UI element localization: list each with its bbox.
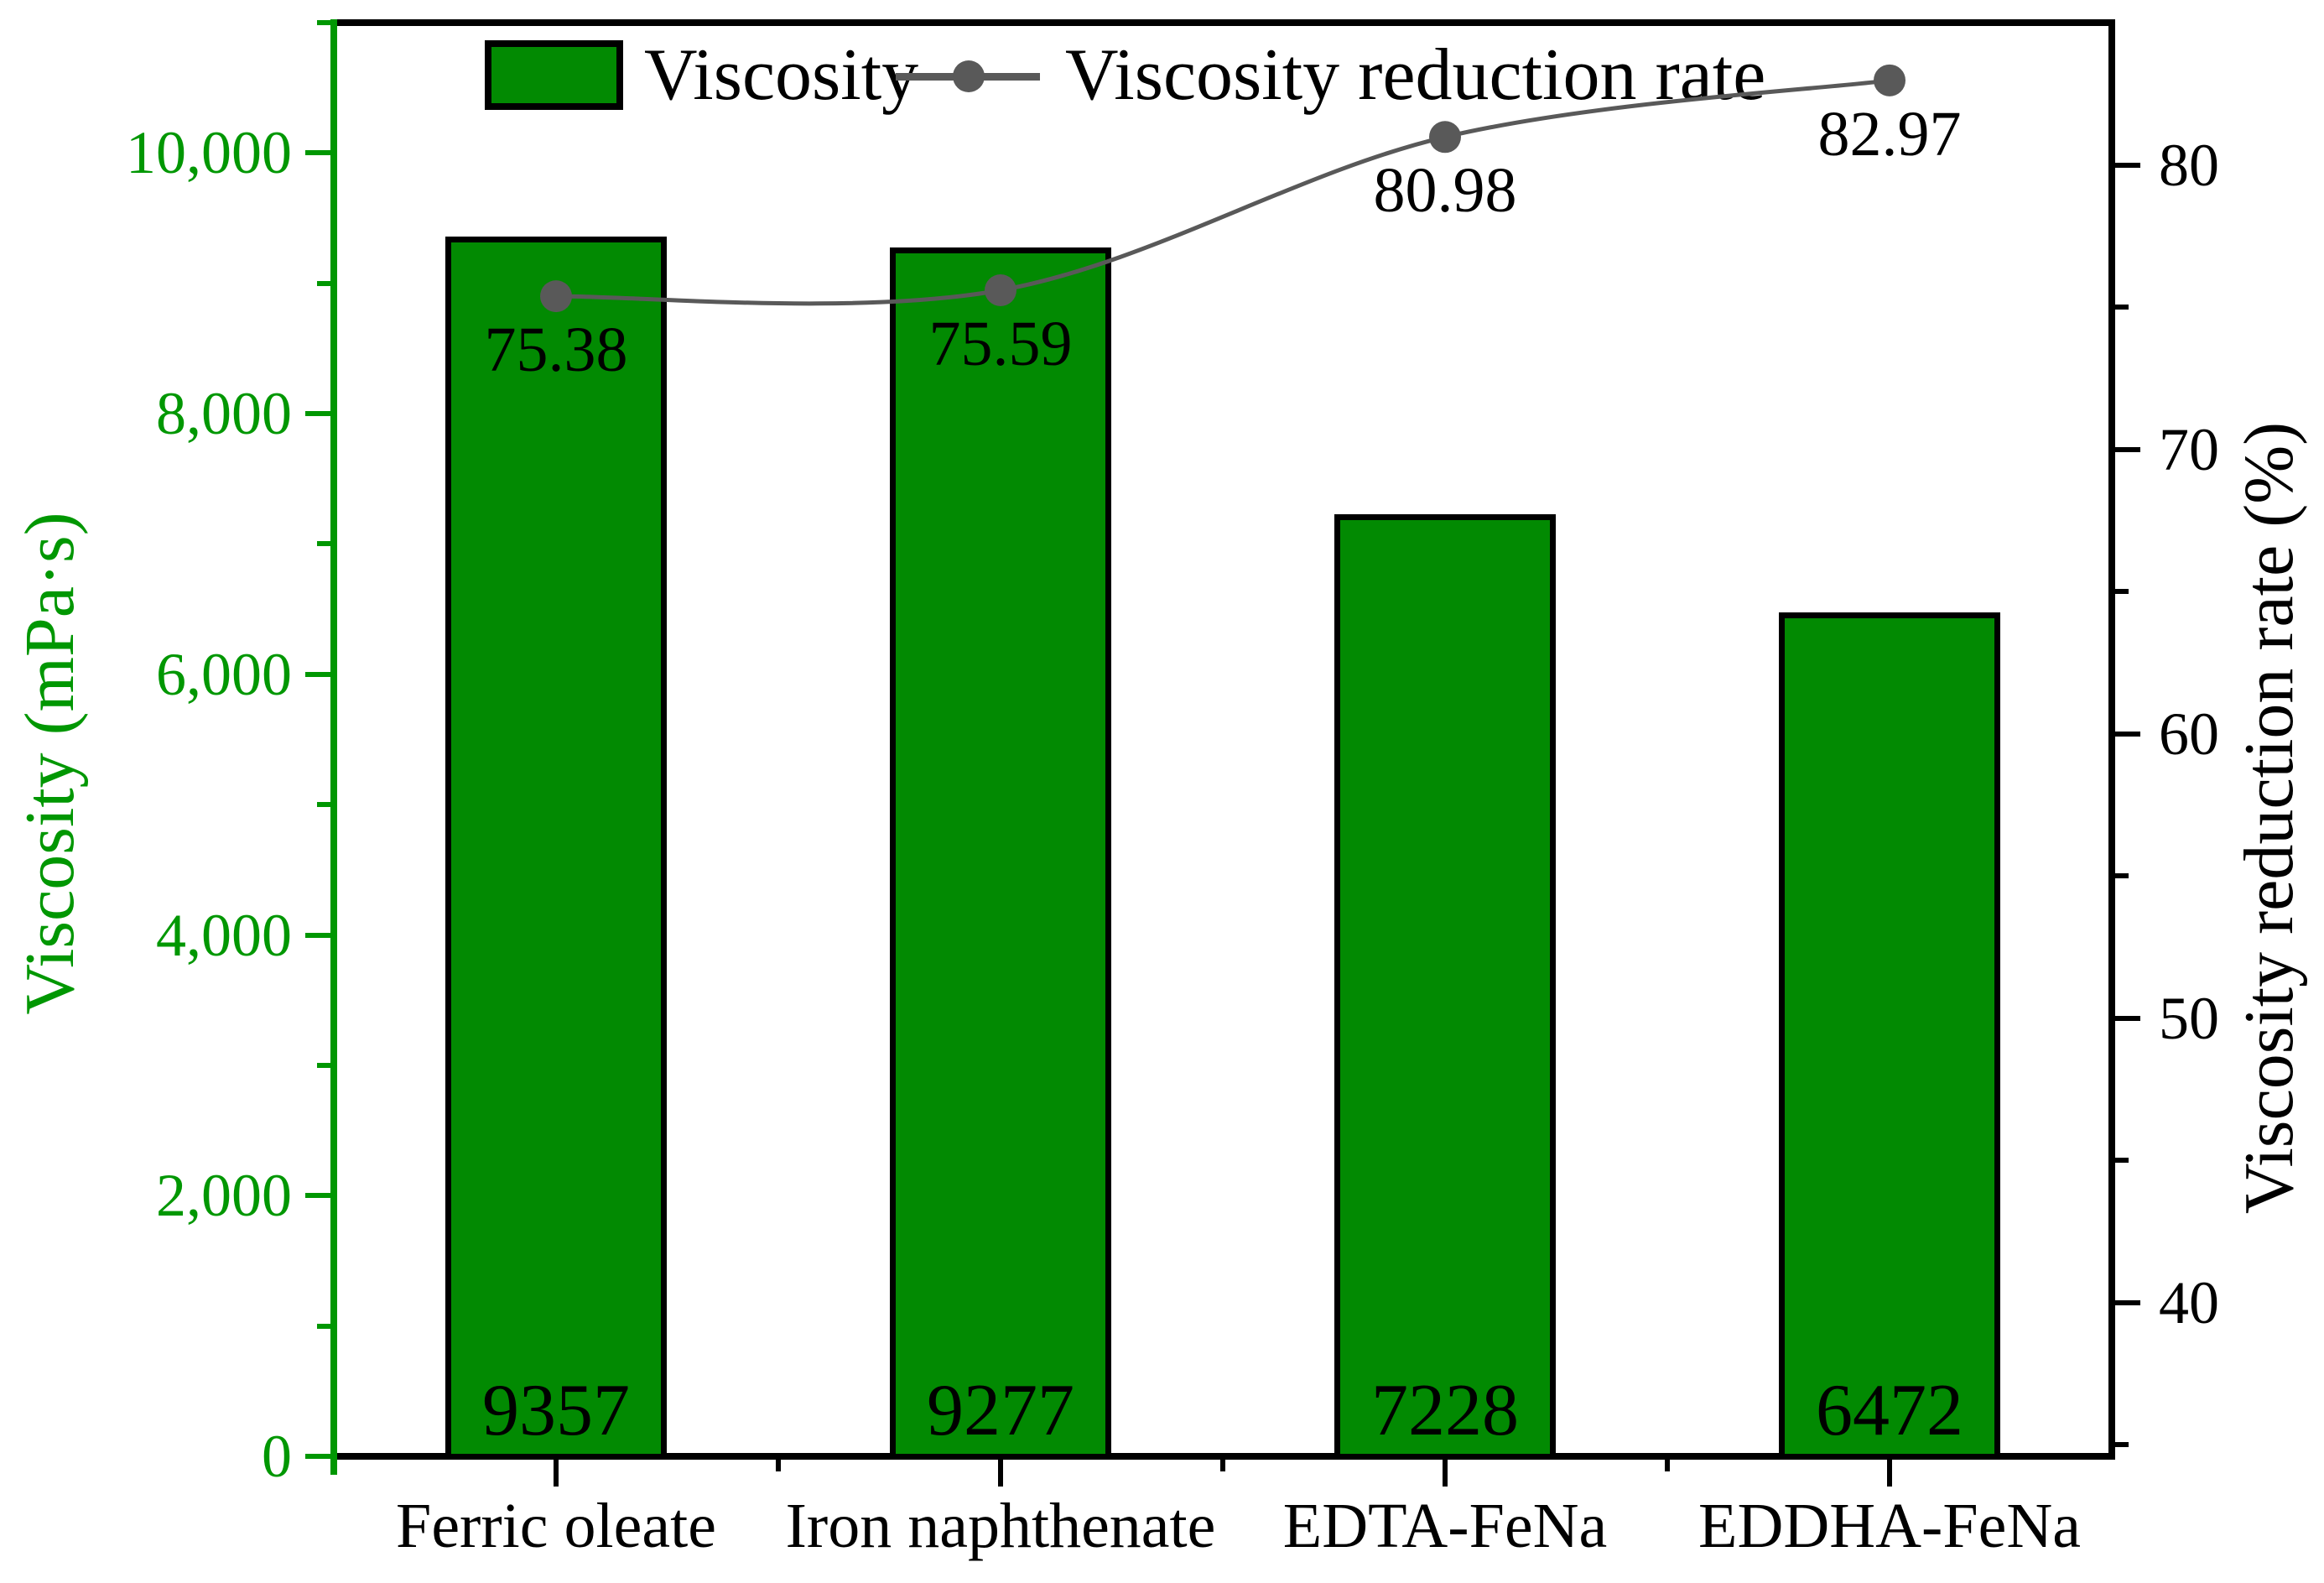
- x-axis-minor-tick: [776, 1460, 781, 1471]
- left-axis-major-tick: [305, 671, 330, 677]
- left-axis-tick-label: 10,000: [126, 119, 292, 187]
- left-axis-tick-label: 4,000: [156, 901, 292, 969]
- left-axis-major-tick: [305, 1454, 330, 1459]
- x-axis-line: [330, 1453, 2115, 1460]
- left-axis-minor-tick: [317, 1323, 330, 1329]
- x-axis-major-tick: [554, 1460, 559, 1487]
- right-axis-major-tick: [2115, 731, 2140, 737]
- point-value-label: 82.97: [1817, 98, 1962, 169]
- left-axis-line: [330, 19, 337, 1475]
- data-point-marker-edta-fena: [1429, 121, 1461, 154]
- right-axis-minor-tick: [2115, 873, 2129, 878]
- legend-dot-icon: [953, 60, 985, 92]
- left-axis-minor-tick: [317, 1062, 330, 1068]
- left-axis-tick-label: 0: [262, 1423, 292, 1490]
- reduction-rate-curve: [555, 78, 1890, 306]
- right-axis-tick-label: 80: [2159, 131, 2219, 199]
- right-axis-major-tick: [2115, 162, 2140, 168]
- data-point-marker-ferric-oleate: [540, 280, 572, 313]
- bar-ferric-oleate: [445, 237, 667, 1460]
- point-value-label: 75.38: [484, 315, 628, 386]
- left-axis-major-tick: [305, 1193, 330, 1199]
- legend-item-viscosity-reduction-rate: Viscosity reduction rate: [1065, 34, 1766, 116]
- bar-eddha-fena: [1779, 612, 2000, 1460]
- right-axis-minor-tick: [2115, 589, 2129, 594]
- left-axis-minor-tick: [317, 541, 330, 547]
- legend-item-viscosity: Viscosity: [644, 34, 919, 116]
- plot-frame-top: [330, 19, 2115, 26]
- right-axis-minor-tick: [2115, 1158, 2129, 1163]
- right-axis-tick-label: 60: [2159, 700, 2219, 768]
- data-point-marker-eddha-fena: [1874, 64, 1905, 96]
- x-axis-label-edta-fena: EDTA-FeNa: [1282, 1491, 1608, 1561]
- left-axis-minor-tick: [317, 280, 330, 286]
- right-axis-tick-label: 70: [2159, 415, 2219, 483]
- right-axis-major-tick: [2115, 1299, 2140, 1305]
- x-axis-label-ferric-oleate: Ferric oleate: [396, 1491, 716, 1561]
- left-axis-major-tick: [305, 932, 330, 938]
- left-axis-tick-label: 6,000: [156, 640, 292, 708]
- right-axis-line: [2108, 19, 2115, 1460]
- bar-value-label: 6472: [1816, 1370, 1963, 1451]
- data-point-marker-iron-naphthenate: [985, 273, 1016, 306]
- x-axis-minor-tick: [1220, 1460, 1225, 1471]
- bar-value-label: 7228: [1371, 1370, 1519, 1451]
- x-axis-major-tick: [1887, 1460, 1892, 1487]
- left-axis-major-tick: [305, 150, 330, 156]
- x-axis-minor-tick: [1665, 1460, 1670, 1471]
- bar-value-label: 9357: [482, 1370, 630, 1451]
- x-axis-major-tick: [1443, 1460, 1448, 1487]
- bar-edta-fena: [1334, 514, 1556, 1460]
- point-value-label: 80.98: [1373, 155, 1517, 227]
- right-axis-tick-label: 50: [2159, 984, 2219, 1052]
- point-value-label: 75.59: [928, 308, 1073, 379]
- right-axis-minor-tick: [2115, 1442, 2129, 1447]
- left-axis-minor-tick: [317, 20, 330, 25]
- right-axis-major-tick: [2115, 446, 2140, 452]
- right-axis-minor-tick: [2115, 305, 2129, 310]
- x-axis-label-eddha-fena: EDDHA-FeNa: [1698, 1491, 2081, 1561]
- left-axis-tick-label: 8,000: [156, 380, 292, 448]
- left-axis-major-tick: [305, 411, 330, 417]
- bar-iron-naphthenate: [890, 247, 1111, 1460]
- right-axis-tick-label: 40: [2159, 1268, 2219, 1336]
- x-axis-major-tick: [998, 1460, 1003, 1487]
- legend-bar-swatch-icon: [485, 40, 623, 110]
- bar-value-label: 9277: [927, 1370, 1074, 1451]
- right-axis-major-tick: [2115, 1015, 2140, 1021]
- left-axis-minor-tick: [317, 802, 330, 808]
- left-axis-tick-label: 2,000: [156, 1162, 292, 1230]
- x-axis-label-iron-naphthenate: Iron naphthenate: [785, 1491, 1216, 1561]
